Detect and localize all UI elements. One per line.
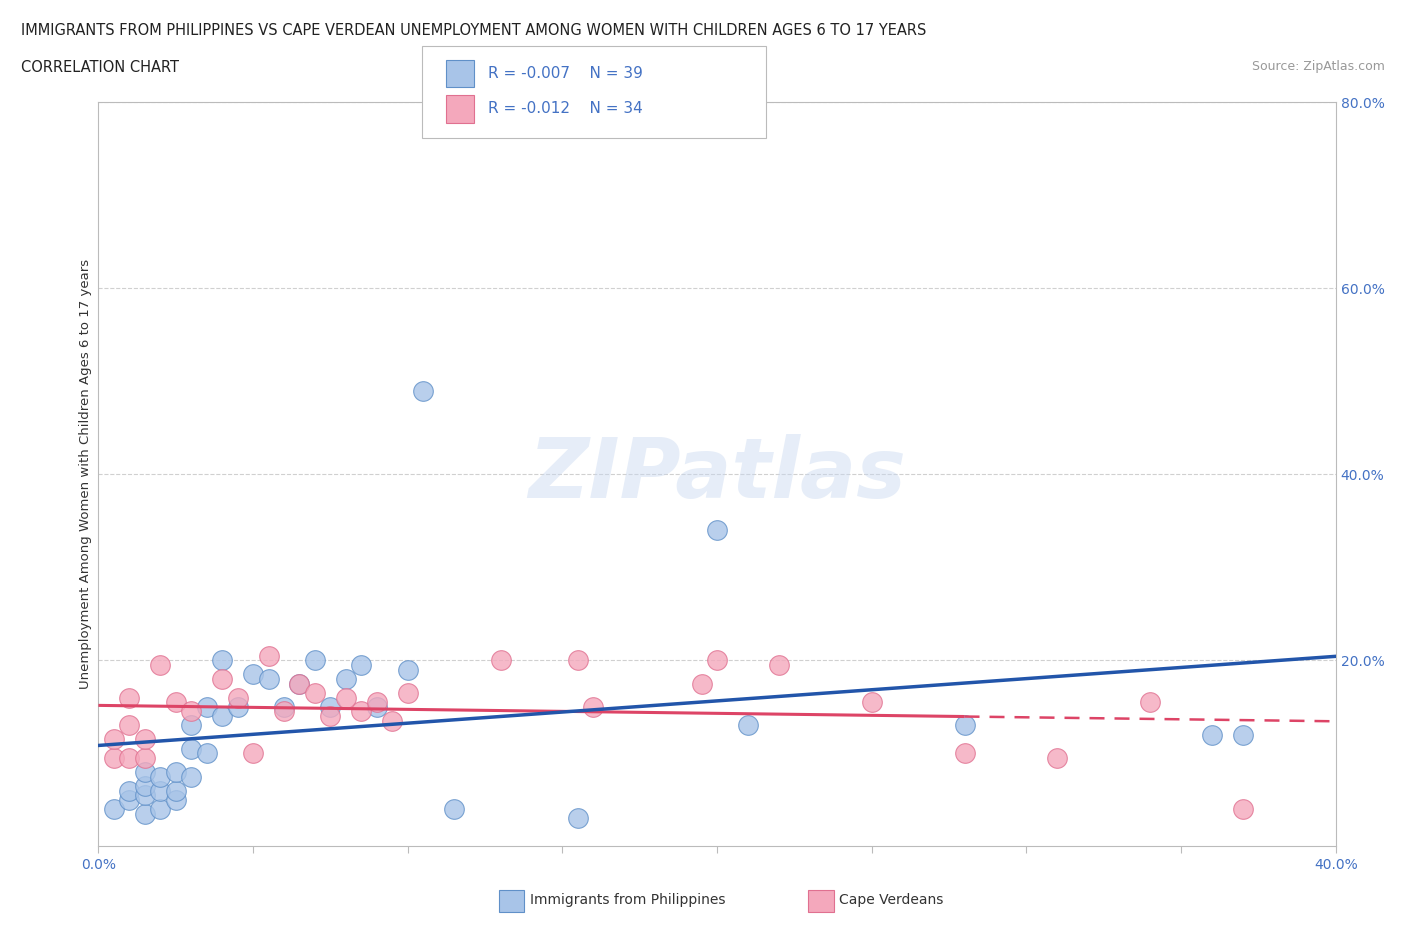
Point [396,685,419,700]
Point [366,695,388,710]
Point [706,653,728,668]
Point [1046,751,1069,765]
Point [180,769,202,784]
Point [304,685,326,700]
Text: R = -0.012    N = 34: R = -0.012 N = 34 [488,101,643,116]
Point [242,667,264,682]
Point [567,653,589,668]
Point [180,718,202,733]
Text: CORRELATION CHART: CORRELATION CHART [21,60,179,75]
Point [180,741,202,756]
Point [149,658,172,672]
Point [443,802,465,817]
Point [257,648,280,663]
Point [319,699,342,714]
Point [489,653,512,668]
Point [953,718,976,733]
Text: Immigrants from Philippines: Immigrants from Philippines [530,893,725,908]
Point [412,383,434,398]
Point [953,746,976,761]
Point [288,676,311,691]
Point [1232,727,1254,742]
Point [381,713,404,728]
Point [366,699,388,714]
Point [211,653,233,668]
Point [195,746,218,761]
Point [134,732,156,747]
Y-axis label: Unemployment Among Women with Children Ages 6 to 17 years: Unemployment Among Women with Children A… [79,259,91,689]
Point [118,690,141,705]
Point [180,704,202,719]
Point [690,676,713,691]
Point [768,658,790,672]
Point [273,699,295,714]
Point [1232,802,1254,817]
Point [319,709,342,724]
Point [1139,695,1161,710]
Point [350,658,373,672]
Point [134,764,156,779]
Point [149,783,172,798]
Point [226,699,249,714]
Point [396,662,419,677]
Point [335,671,357,686]
Point [165,695,187,710]
Point [118,718,141,733]
Point [134,806,156,821]
Point [103,732,125,747]
Point [118,792,141,807]
Point [288,676,311,691]
Point [335,690,357,705]
Point [118,751,141,765]
Point [706,523,728,538]
Point [211,709,233,724]
Point [1201,727,1223,742]
Point [304,653,326,668]
Point [350,704,373,719]
Point [567,811,589,826]
Text: Cape Verdeans: Cape Verdeans [839,893,943,908]
Point [103,751,125,765]
Text: Source: ZipAtlas.com: Source: ZipAtlas.com [1251,60,1385,73]
Point [860,695,883,710]
Text: IMMIGRANTS FROM PHILIPPINES VS CAPE VERDEAN UNEMPLOYMENT AMONG WOMEN WITH CHILDR: IMMIGRANTS FROM PHILIPPINES VS CAPE VERD… [21,23,927,38]
Point [165,783,187,798]
Point [582,699,605,714]
Point [226,690,249,705]
Point [165,792,187,807]
Point [118,783,141,798]
Point [149,802,172,817]
Point [134,751,156,765]
Point [242,746,264,761]
Point [103,802,125,817]
Point [195,699,218,714]
Point [273,704,295,719]
Point [149,769,172,784]
Point [257,671,280,686]
Point [211,671,233,686]
Point [134,778,156,793]
Point [134,788,156,803]
Text: R = -0.007    N = 39: R = -0.007 N = 39 [488,66,643,81]
Point [737,718,759,733]
Text: ZIPatlas: ZIPatlas [529,433,905,515]
Point [165,764,187,779]
